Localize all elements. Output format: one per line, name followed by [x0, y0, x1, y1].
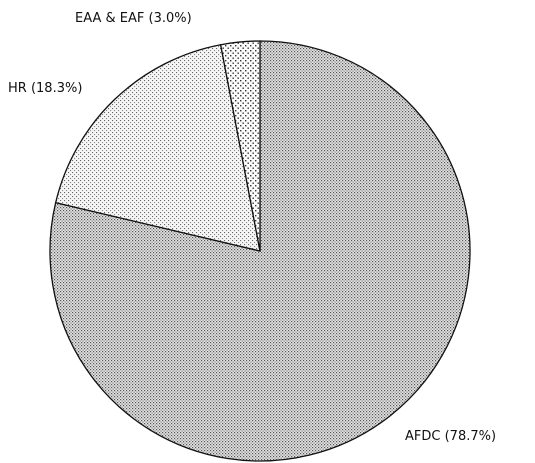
slice-category: EAA & EAF: [75, 11, 144, 26]
slice-percent: (18.3%): [31, 81, 82, 96]
pie-slice: [219, 40, 261, 252]
pie-slice: [49, 40, 471, 462]
slice-category: HR: [8, 81, 27, 96]
slice-category: AFDC: [405, 429, 440, 444]
slice-percent: (78.7%): [445, 429, 496, 444]
pie-slice: [54, 43, 261, 252]
slice-label: HR (18.3%): [8, 81, 82, 96]
slice-percent: (3.0%): [149, 11, 192, 26]
slice-label: EAA & EAF (3.0%): [75, 11, 192, 26]
slice-label: AFDC (78.7%): [405, 429, 496, 444]
